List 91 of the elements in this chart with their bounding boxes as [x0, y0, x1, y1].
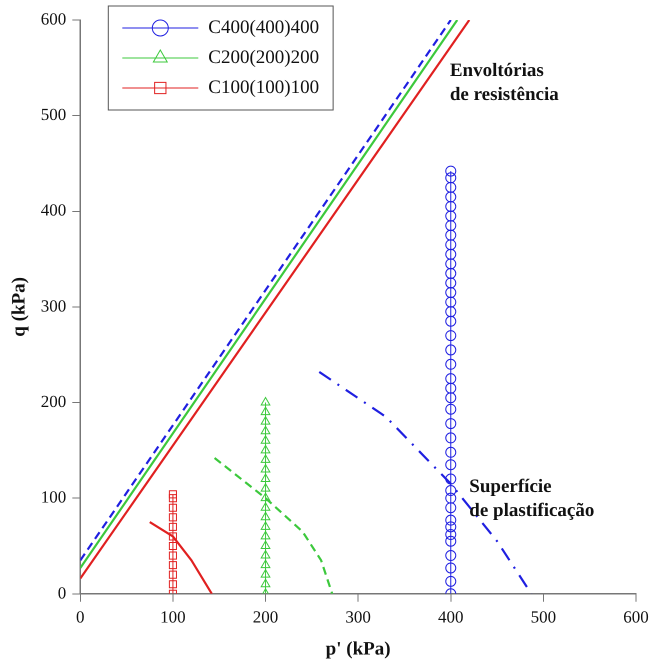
point — [168, 580, 177, 588]
point — [445, 459, 456, 470]
point — [260, 569, 270, 578]
point — [168, 570, 177, 579]
y-tick-label: 100 — [40, 488, 66, 507]
point — [260, 435, 270, 444]
point — [260, 530, 270, 540]
point — [445, 287, 456, 298]
point — [260, 397, 270, 406]
point — [168, 513, 177, 522]
point — [445, 296, 456, 308]
point — [445, 392, 456, 404]
point — [260, 560, 270, 568]
point — [445, 191, 456, 202]
point — [445, 239, 456, 250]
point — [168, 522, 177, 531]
point — [260, 578, 270, 588]
point — [260, 426, 270, 434]
point — [260, 502, 270, 511]
point — [260, 540, 270, 549]
x-tick-label: 200 — [252, 607, 278, 626]
point — [445, 529, 456, 540]
point — [445, 358, 456, 370]
point — [445, 492, 456, 504]
point — [260, 550, 270, 559]
point — [445, 166, 456, 177]
point — [168, 532, 177, 540]
annotation: Envoltórias de resistência — [450, 60, 560, 106]
y-axis-title: q (kPa) — [8, 277, 30, 337]
point — [445, 514, 456, 526]
y-tick-label: 300 — [40, 296, 66, 316]
point — [168, 552, 177, 560]
legend-label: C200(200)200 — [208, 46, 320, 68]
point — [445, 277, 456, 288]
point — [445, 485, 456, 496]
point — [260, 416, 270, 425]
point — [445, 182, 456, 193]
point — [445, 230, 456, 241]
point — [260, 521, 270, 530]
point — [445, 550, 456, 562]
point — [445, 258, 456, 270]
point — [445, 576, 456, 587]
y-tick-label: 600 — [40, 9, 66, 28]
y-tick-label: 200 — [40, 392, 66, 411]
point — [445, 200, 456, 212]
point — [445, 432, 456, 444]
point — [445, 446, 456, 458]
point — [445, 316, 456, 327]
point — [445, 502, 456, 514]
point — [445, 172, 456, 184]
x-tick-label: 300 — [345, 607, 371, 626]
point — [445, 306, 456, 318]
point — [168, 542, 177, 550]
point — [260, 444, 270, 454]
point — [445, 404, 456, 415]
point — [168, 490, 177, 498]
x-axis-title: p' (kPa) — [326, 638, 391, 660]
point — [168, 504, 177, 512]
y-tick-label: 500 — [40, 105, 66, 124]
x-tick-label: 0 — [76, 607, 85, 626]
point — [445, 268, 456, 279]
point — [168, 561, 177, 570]
point — [445, 248, 456, 260]
point — [168, 494, 177, 502]
y-tick-label: 0 — [58, 583, 66, 602]
point — [260, 492, 270, 502]
point — [445, 562, 456, 574]
point — [445, 330, 456, 342]
point — [260, 512, 270, 520]
x-tick-label: 100 — [160, 607, 186, 626]
point — [445, 220, 456, 232]
legend-label: C100(100)100 — [208, 76, 320, 98]
x-tick-label: 600 — [623, 607, 649, 626]
point — [260, 474, 270, 482]
point — [445, 418, 456, 430]
point — [260, 454, 270, 463]
point — [445, 373, 456, 384]
point — [445, 344, 456, 356]
x-tick-label: 400 — [438, 607, 464, 626]
point — [260, 464, 270, 472]
point — [445, 210, 456, 222]
point — [260, 406, 270, 416]
point — [445, 536, 456, 547]
legend-label: C400(400)400 — [208, 16, 320, 38]
point — [260, 483, 270, 492]
y-tick-label: 400 — [40, 200, 66, 220]
x-tick-label: 500 — [530, 607, 556, 626]
point — [445, 382, 456, 394]
point — [445, 474, 456, 485]
annotation: Superfície de plastificação — [469, 476, 594, 522]
point — [445, 521, 456, 532]
